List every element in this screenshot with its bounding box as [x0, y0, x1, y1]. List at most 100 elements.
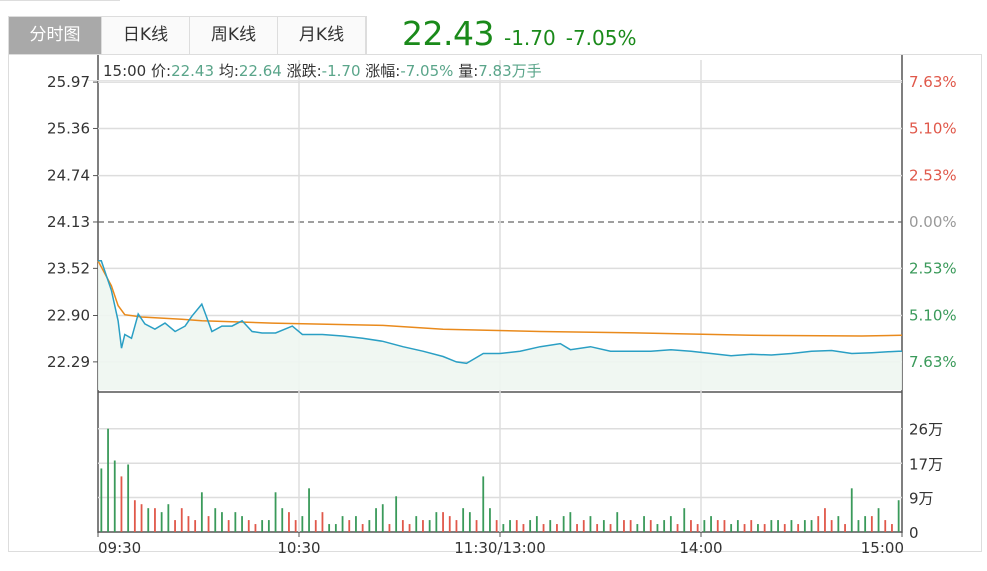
volume-bar: [884, 520, 887, 532]
volume-bar: [294, 520, 297, 532]
volume-bar: [730, 524, 733, 532]
volume-bar: [535, 516, 538, 532]
volume-bar: [549, 520, 552, 532]
time-tick-label: 11:30/13:00: [454, 539, 546, 557]
volume-bar: [864, 516, 867, 532]
volume-bar: [850, 488, 853, 532]
volume-bar: [897, 500, 900, 532]
info-avg: 22.64: [238, 62, 282, 80]
price-tick-label: 23.52: [47, 259, 90, 277]
price-line: [98, 260, 902, 365]
volume-bar: [428, 520, 431, 532]
tab-intraday[interactable]: 分时图: [9, 17, 102, 54]
volume-bar: [388, 524, 391, 532]
info-bar: 15:00 价:22.43 均:22.64 涨跌:-1.70 涨幅:-7.05%…: [103, 60, 542, 81]
volume-bar: [415, 516, 418, 532]
info-vol-label: 量:: [458, 62, 479, 80]
volume-bar: [623, 520, 625, 532]
volume-tick-label: 17万: [909, 455, 943, 473]
volume-bar: [214, 508, 217, 532]
volume-bar: [817, 516, 820, 532]
info-pct-label: 涨幅:: [365, 62, 401, 80]
pct-tick-label: 5.10%: [909, 306, 957, 324]
volume-bar: [656, 524, 659, 532]
info-price: 22.43: [171, 62, 215, 80]
volume-bar: [241, 516, 243, 532]
volume-bar: [723, 520, 726, 532]
info-pct: -7.05%: [400, 62, 454, 80]
volume-bar: [328, 524, 331, 532]
pct-tick-label: 7.63%: [909, 73, 957, 91]
volume-bar: [200, 492, 203, 532]
volume-bar: [368, 520, 371, 532]
volume-bar: [314, 520, 317, 532]
info-change-label: 涨跌:: [286, 62, 322, 80]
tab-weekly-k[interactable]: 周K线: [190, 17, 278, 54]
volume-bar: [288, 512, 290, 532]
time-tick-label: 09:30: [98, 539, 141, 557]
volume-bar: [790, 520, 793, 532]
volume-bar: [797, 524, 800, 532]
volume-bar: [810, 520, 813, 532]
pct-tick-label: 2.53%: [909, 167, 957, 185]
tab-daily-k[interactable]: 日K线: [102, 17, 190, 54]
volume-bar: [837, 516, 840, 532]
volume-bar: [643, 516, 645, 532]
volume-bar: [180, 508, 183, 532]
volume-bar: [515, 520, 518, 532]
volume-bar: [408, 524, 411, 532]
volume-bar: [690, 520, 692, 532]
volume-bar: [274, 492, 277, 532]
volume-bar: [194, 520, 197, 532]
volume-bar: [629, 520, 632, 532]
volume-bar: [710, 516, 712, 532]
volume-bar: [777, 520, 779, 532]
pct-tick-label: 0.00%: [909, 213, 957, 231]
volume-bar: [556, 524, 558, 532]
volume-bar: [281, 508, 284, 532]
volume-bar: [649, 520, 652, 532]
volume-bar: [113, 460, 116, 532]
volume-bar: [120, 476, 123, 532]
volume-bar: [167, 504, 170, 532]
volume-bar: [576, 524, 578, 532]
volume-bar: [207, 516, 210, 532]
volume-tick-label: 26万: [909, 421, 943, 439]
volume-bar: [669, 516, 672, 532]
volume-bar: [522, 524, 525, 532]
price-tick-label: 24.74: [47, 167, 90, 185]
time-tick-label: 10:30: [277, 539, 320, 557]
volume-bar: [830, 520, 833, 532]
volume-bar: [676, 524, 679, 532]
volume-bar: [736, 520, 739, 532]
current-price: 22.43: [402, 14, 494, 53]
volume-bar: [803, 520, 806, 532]
volume-tick-label: 0: [909, 524, 919, 542]
volume-bar: [542, 524, 545, 532]
volume-bar: [877, 508, 880, 532]
volume-bar: [160, 512, 163, 532]
tab-monthly-k[interactable]: 月K线: [278, 17, 366, 54]
volume-bar: [401, 520, 404, 532]
volume-bar: [663, 520, 666, 532]
volume-bar: [321, 512, 324, 532]
volume-bar: [174, 520, 176, 532]
volume-bar: [127, 464, 130, 532]
volume-bar: [334, 524, 337, 532]
volume-bar: [475, 520, 478, 532]
volume-bar: [844, 524, 846, 532]
volume-bar: [750, 520, 753, 532]
price-area: [98, 260, 902, 390]
volume-bar: [187, 516, 190, 532]
volume-bar: [221, 512, 223, 532]
volume-bar: [596, 524, 599, 532]
time-tick-label: 14:00: [679, 539, 722, 557]
time-tick-label: 15:00: [861, 539, 904, 557]
price-tick-label: 25.97: [47, 73, 90, 91]
pct-tick-label: 2.53%: [909, 259, 957, 277]
pct-tick-label: 7.63%: [909, 353, 957, 371]
price-change: -1.70: [503, 26, 556, 50]
volume-bar: [562, 516, 565, 532]
volume-bar: [870, 516, 873, 532]
info-avg-label: 均:: [218, 62, 239, 80]
